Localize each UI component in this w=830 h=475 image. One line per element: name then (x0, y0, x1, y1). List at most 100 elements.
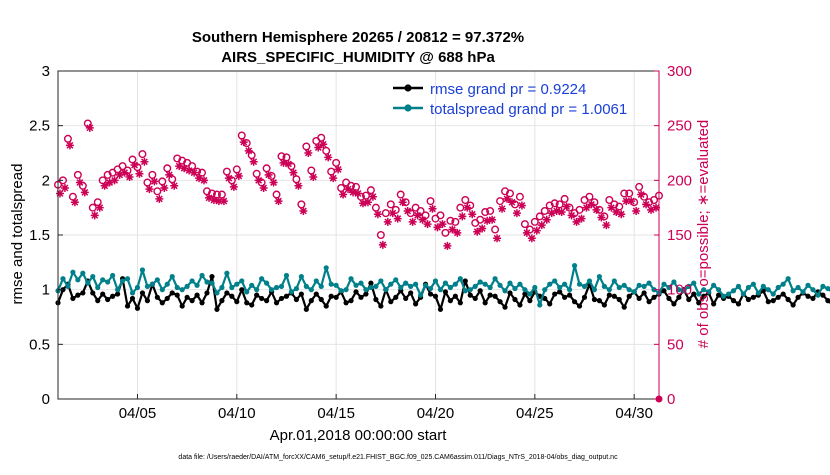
rmse-point (368, 280, 374, 286)
obs-possible-point (555, 200, 564, 209)
totalspread-point (661, 281, 667, 287)
totalspread-point (576, 281, 583, 287)
totalspread-point (60, 276, 66, 282)
totalspread-point (442, 280, 449, 286)
obs-evaluated-point (110, 176, 119, 185)
obs-evaluated-point (562, 202, 571, 211)
y-right-tick-label: 0 (667, 391, 675, 408)
rmse-point (224, 290, 230, 296)
obs-evaluated-point (463, 203, 472, 212)
obs-evaluated-point (612, 208, 621, 217)
obs-possible-point (491, 225, 500, 234)
totalspread-point (318, 283, 324, 289)
rmse-point (785, 296, 791, 303)
obs-evaluated-point (473, 227, 482, 236)
totalspread-point (65, 283, 71, 289)
totalspread-point (149, 281, 155, 287)
totalspread-point (422, 282, 429, 288)
grid (58, 71, 659, 399)
obs-evaluated-point (483, 216, 492, 225)
obs-possible-point (396, 190, 405, 199)
rmse-point (353, 289, 359, 295)
obs-evaluated-point (190, 168, 199, 177)
y-axis-right-label: # of obs: o=possible; ∗=evaluated (695, 120, 712, 349)
obs-possible-point (63, 134, 72, 143)
obs-evaluated-point (339, 190, 348, 199)
x-axis-label: Apr.01,2018 00:00:00 start (270, 427, 448, 444)
totalspread-point (646, 280, 652, 286)
obs-evaluated-point (398, 198, 407, 207)
rmse-point (179, 303, 185, 309)
totalspread-point (557, 284, 563, 291)
obs-evaluated-point (532, 226, 541, 235)
totalspread-point (383, 287, 389, 293)
totalspread-point (686, 283, 692, 289)
obs-evaluated-point (130, 161, 139, 170)
rmse-point (472, 295, 478, 302)
obs-evaluated-point (358, 199, 367, 208)
obs-possible-point (605, 196, 614, 205)
obs-evaluated-point (522, 228, 531, 237)
rmse-point (671, 301, 677, 307)
totalspread-point (785, 276, 791, 282)
obs-possible-point (232, 165, 241, 174)
rmse-point (363, 291, 369, 297)
totalspread-point (671, 279, 677, 285)
obs-possible-point (486, 206, 495, 215)
obs-possible-point (361, 191, 370, 200)
y-axis-label: rmse and totalspread (9, 164, 26, 305)
totalspread-point (244, 289, 250, 295)
obs-possible-point (585, 192, 594, 201)
totalspread-point (482, 281, 488, 287)
totalspread-point (432, 278, 439, 284)
rmse-point (790, 302, 796, 308)
totalspread-point (497, 282, 503, 288)
totalspread-point (70, 269, 76, 275)
obs-evaluated-point (617, 210, 626, 219)
totalspread-point (522, 287, 528, 293)
totalspread-point (249, 282, 255, 288)
rmse-point (750, 294, 756, 300)
legend-rmse-swatch-marker (404, 84, 412, 92)
rmse-point (730, 298, 737, 304)
obs-evaluated-point (632, 206, 641, 215)
totalspread-point (303, 283, 309, 289)
rmse-point (80, 290, 86, 296)
totalspread-point (750, 281, 756, 287)
rmse-point (264, 298, 270, 304)
rmse-point (254, 292, 260, 298)
obs-possible-point (73, 170, 82, 179)
data-file-footer: data file: /Users/raeder/DAI/ATM_forcXX/… (178, 454, 618, 461)
obs-possible-point (441, 228, 450, 237)
obs-evaluated-point (373, 210, 382, 219)
rmse-point (576, 303, 583, 309)
obs-evaluated-point (105, 178, 114, 187)
totalspread-point (691, 280, 697, 286)
obs-possible-point (327, 167, 336, 176)
rmse-point (591, 296, 598, 303)
obs-evaluated-point (527, 234, 536, 243)
totalspread-point (204, 279, 210, 285)
obs-evaluated-point (537, 221, 546, 230)
rmse-point (437, 306, 444, 312)
rmse-point (189, 298, 195, 304)
obs-possible-point (158, 177, 167, 186)
obs-possible-point (421, 211, 430, 220)
totalspread-point (810, 287, 816, 293)
totalspread-point (338, 288, 344, 294)
rmse-point (308, 298, 314, 304)
rmse-point (477, 288, 483, 294)
totalspread-point (254, 287, 260, 293)
totalspread-point (770, 291, 776, 297)
rmse-point (666, 295, 672, 302)
totalspread-point (189, 278, 195, 284)
totalspread-point (735, 283, 742, 289)
obs-evaluated-point (443, 241, 452, 250)
rmse-point (780, 291, 786, 297)
totalspread-point (298, 273, 304, 280)
obs-possible-point (148, 170, 157, 179)
rmse-point (249, 302, 255, 308)
totalspread-point (815, 292, 821, 298)
rmse-point (651, 294, 657, 300)
